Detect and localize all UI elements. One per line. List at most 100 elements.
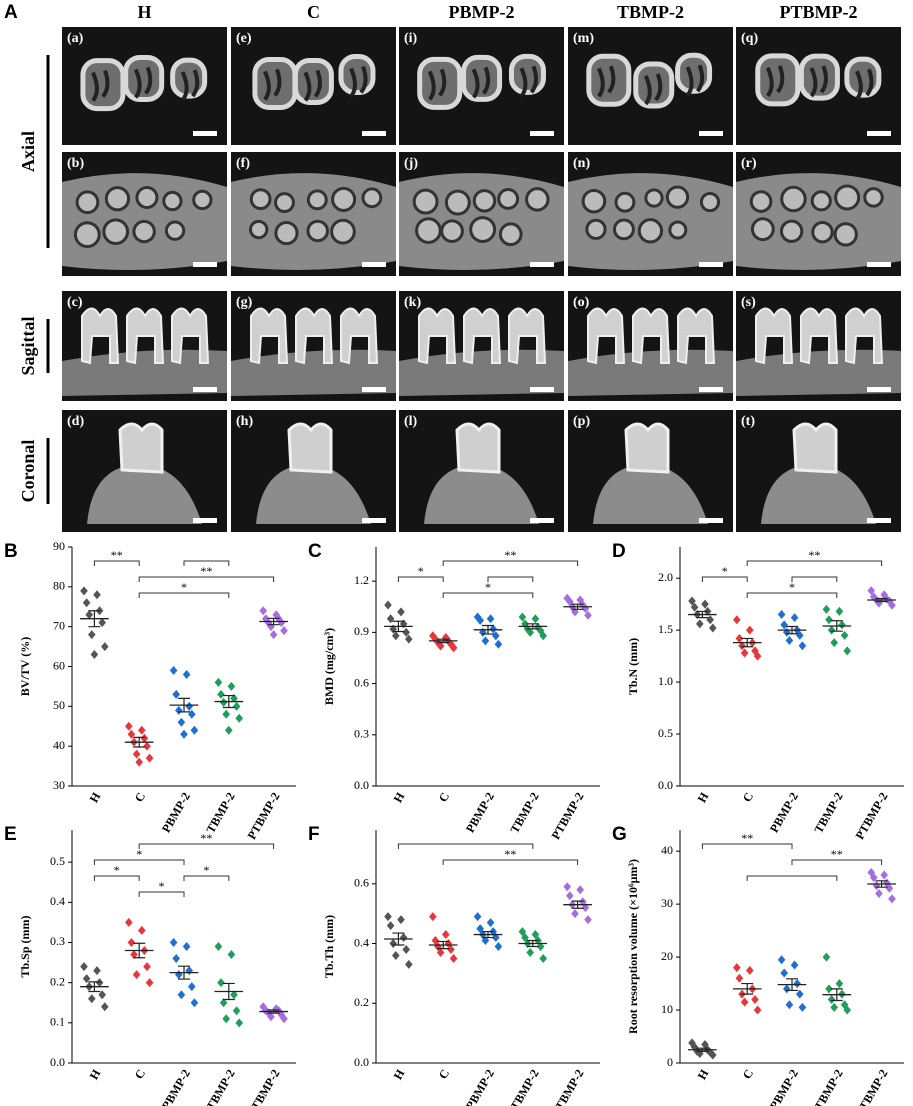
data-point [267, 1012, 275, 1022]
data-point [188, 709, 196, 719]
significance-label: * [722, 564, 728, 578]
data-point [688, 1038, 696, 1048]
data-point [138, 925, 146, 935]
row-label: Sagittal [18, 316, 38, 375]
error-bar [482, 624, 494, 635]
ct-image: (o) [568, 291, 733, 401]
image-label: (h) [236, 414, 253, 429]
ct-image: (e) [231, 27, 396, 145]
data-point [738, 641, 746, 651]
bone [593, 464, 708, 524]
data-point [822, 952, 831, 962]
scale-bar [699, 518, 723, 523]
tooth [250, 307, 289, 365]
data-point [280, 626, 288, 636]
x-tick-label: PTBMP-2 [852, 1067, 890, 1106]
data-point [182, 942, 191, 951]
column-header: C [307, 2, 320, 22]
image-label: (k) [404, 295, 421, 310]
data-point [780, 968, 788, 978]
significance-bracket [442, 859, 579, 865]
data-point [397, 915, 405, 925]
data-point [798, 641, 807, 651]
significance-label: ** [200, 564, 212, 578]
tooth [126, 307, 165, 365]
ct-image: (a) [62, 27, 227, 145]
pulp [427, 68, 447, 101]
tooth [80, 58, 126, 112]
x-tick-label: H [695, 1066, 712, 1082]
error-bar [437, 940, 450, 950]
data-point [264, 618, 273, 628]
data-point [880, 870, 888, 880]
root [497, 188, 520, 210]
y-tick-label: 0.0 [50, 1055, 65, 1069]
y-axis-label: Tb.N (mm) [626, 638, 640, 695]
data-point [177, 990, 186, 1000]
data-point [751, 646, 759, 656]
significance-label: ** [808, 548, 820, 562]
data-point [825, 984, 833, 994]
ct-image: (s) [736, 291, 901, 401]
data-point [262, 1006, 270, 1016]
pulp [809, 65, 828, 98]
row-label: Coronal [18, 440, 38, 503]
root [644, 188, 664, 208]
tooth [171, 307, 210, 365]
x-tick-label: TBMP-2 [203, 1067, 237, 1106]
tooth [675, 52, 713, 94]
y-tick-label: 1.0 [658, 674, 673, 688]
data-point [431, 936, 440, 946]
significance-bracket [93, 859, 185, 865]
scale-bar [867, 518, 891, 523]
column-header: H [137, 2, 151, 22]
error-bar [222, 982, 235, 1001]
data-point [402, 627, 410, 637]
ct-image: (h) [231, 410, 396, 532]
scale-bar [530, 262, 554, 267]
data-point [185, 966, 193, 976]
x-tick-label: TBMP-2 [203, 790, 237, 836]
image-label: (j) [404, 156, 418, 171]
data-point [429, 631, 437, 641]
data-point [125, 917, 133, 927]
data-point [225, 725, 233, 735]
data-point [581, 903, 590, 913]
data-point [536, 942, 545, 951]
panel-label: G [612, 824, 627, 845]
ct-image: (i) [399, 27, 564, 145]
data-point [277, 1010, 286, 1020]
data-point [235, 713, 243, 723]
data-point [476, 924, 484, 934]
data-point [98, 990, 106, 1000]
image-label: (n) [573, 156, 590, 171]
data-point [473, 912, 482, 922]
bone [256, 464, 371, 524]
data-point [753, 1005, 762, 1015]
x-tick-label: H [695, 789, 712, 805]
data-point [822, 604, 831, 614]
error-bar [875, 597, 888, 603]
x-tick-label: PTBMP-2 [548, 1067, 586, 1106]
tooth [845, 307, 884, 365]
data-point [227, 681, 236, 691]
root [469, 216, 497, 243]
ct-image: (n) [568, 152, 733, 276]
data-point [701, 599, 709, 609]
data-point [232, 701, 241, 711]
data-point [830, 638, 838, 648]
data-point [269, 630, 278, 640]
error-bar [392, 620, 405, 633]
scale-bar [193, 518, 217, 523]
image-label: (g) [236, 295, 253, 310]
data-point [93, 966, 101, 976]
y-tick-label: 10 [661, 1002, 673, 1016]
data-point [571, 607, 579, 617]
image-label: (q) [741, 31, 758, 46]
root [637, 218, 664, 244]
root [192, 189, 213, 211]
x-tick-label: H [87, 1066, 104, 1082]
x-tick-label: H [391, 789, 408, 805]
data-point [190, 725, 199, 735]
